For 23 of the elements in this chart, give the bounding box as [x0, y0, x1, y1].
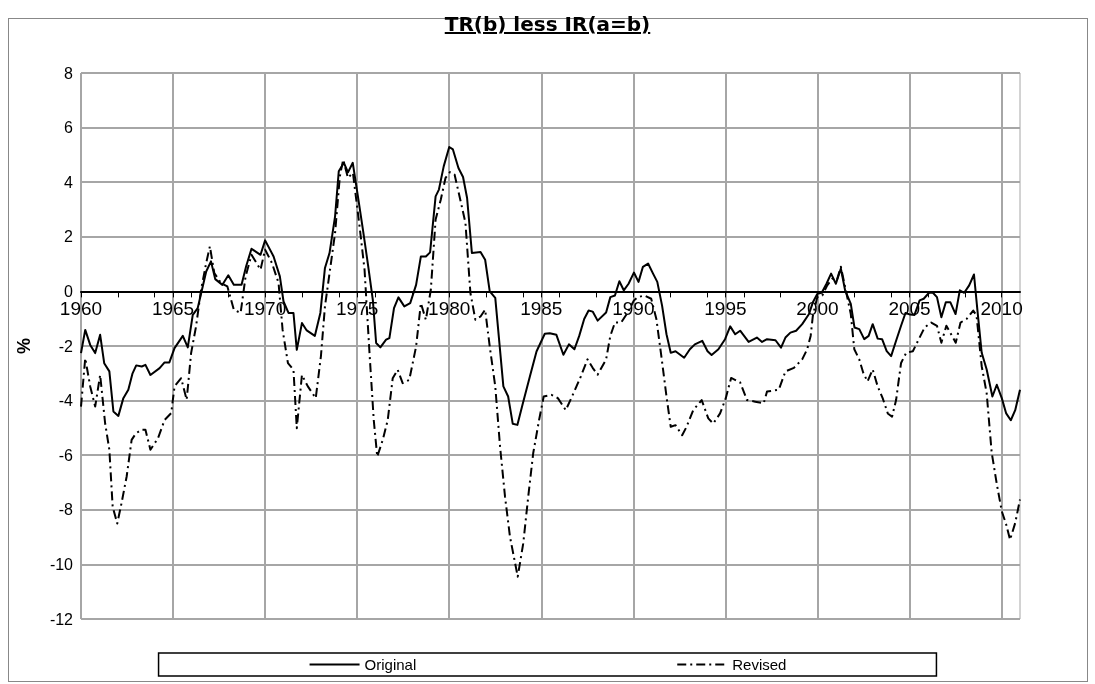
y-tick-label: 0 — [64, 282, 74, 300]
y-tick-label: -4 — [58, 392, 74, 410]
x-tick-label: 2010 — [980, 298, 1023, 320]
legend-label: Revised — [732, 656, 787, 673]
y-tick-label: 6 — [64, 119, 74, 137]
y-tick-label: -10 — [49, 555, 74, 573]
chart-title: TR(b) less IR(a=b) — [444, 12, 651, 36]
x-tick-label: 1970 — [243, 298, 287, 320]
x-tick-label: 1965 — [151, 298, 195, 320]
y-tick-label: -6 — [58, 446, 74, 464]
x-tick-label: 1990 — [612, 298, 655, 320]
x-tick-label: 1980 — [428, 298, 471, 320]
y-tick-label: 2 — [64, 228, 74, 246]
y-tick-label: -8 — [58, 501, 74, 519]
legend-label: Original — [364, 656, 417, 673]
y-tick-label: 4 — [64, 173, 74, 191]
y-tick-label: -12 — [49, 610, 74, 628]
x-tick-label: 1960 — [59, 298, 103, 320]
x-tick-label: 1995 — [704, 298, 747, 320]
y-axis-title: % — [14, 337, 34, 355]
y-tick-label: 8 — [64, 64, 74, 82]
y-tick-label: -2 — [58, 337, 74, 355]
x-tick-label: 1985 — [520, 298, 563, 320]
